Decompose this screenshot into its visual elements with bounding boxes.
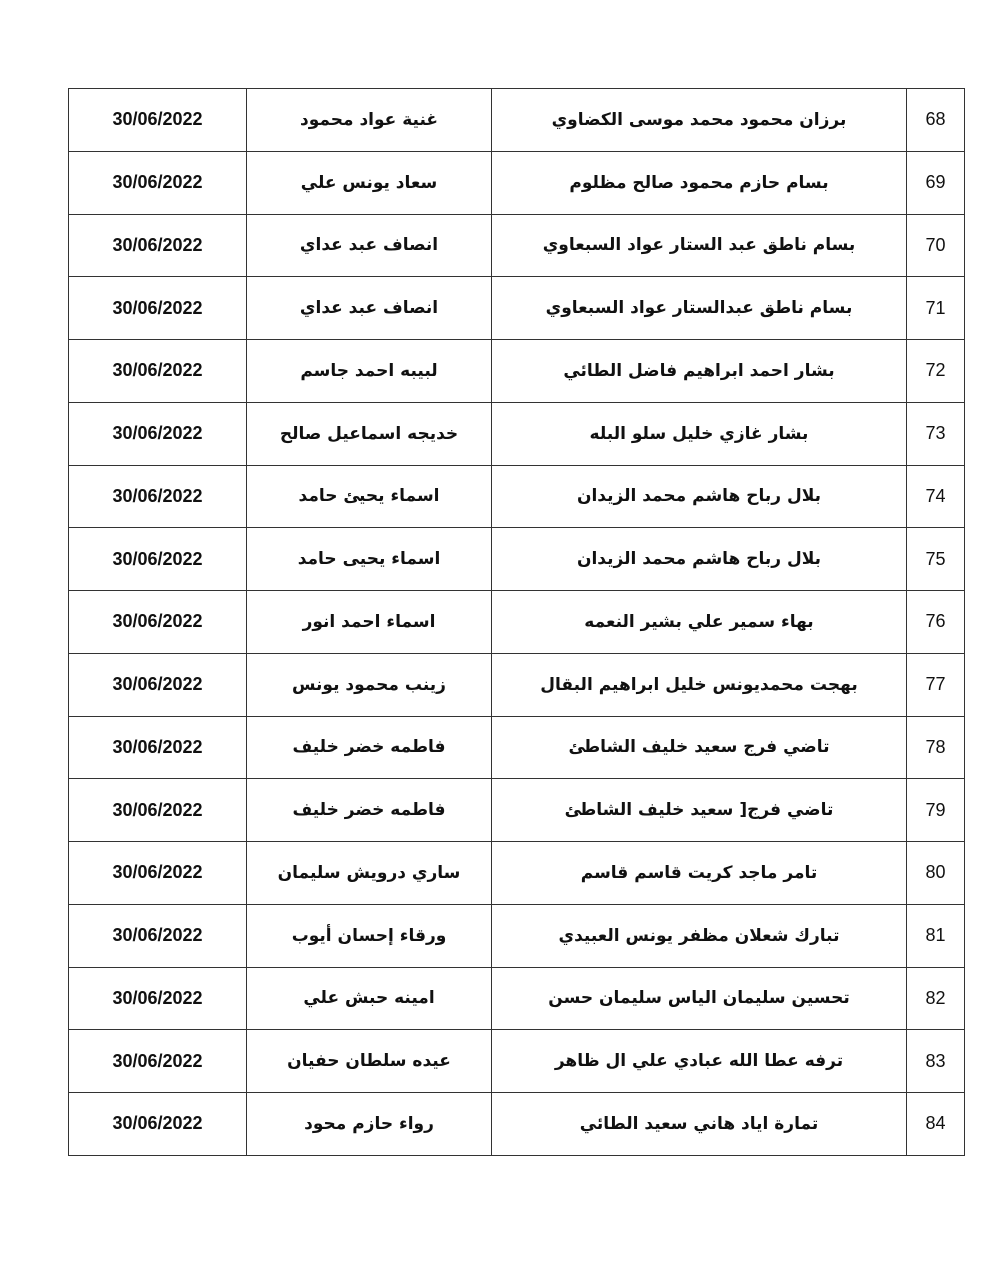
table-row: 30/06/2022 اسماء يحيى حامد بلال رباح هاشم … xyxy=(68,527,965,591)
table-row: 30/06/2022 ورقاء إحسان أيوب تبارك شعلان مظ… xyxy=(68,903,965,968)
full-name-cell: تبارك شعلان مظفر يونس العبيدي xyxy=(491,903,907,968)
date-cell: 30/06/2022 xyxy=(68,150,247,215)
full-name-cell: تحسين سليمان الياس سليمان حسن xyxy=(491,966,907,1031)
full-name-cell: برزان محمود محمد موسى الكضاوي xyxy=(491,88,907,152)
date-cell: 30/06/2022 xyxy=(68,88,247,152)
row-number-cell: 76 xyxy=(906,590,965,654)
mother-name-cell: غنية عواد محمود xyxy=(246,88,492,152)
mother-name-cell: اسماء يحيئ حامد xyxy=(246,464,492,529)
mother-name-cell: زينب محمود يونس xyxy=(246,652,492,717)
table-row: 30/06/2022 فاطمه خضر خليف تاضي فرج[ سعيد خ… xyxy=(68,778,965,842)
date-cell: 30/06/2022 xyxy=(68,401,247,466)
date-cell: 30/06/2022 xyxy=(68,213,247,278)
table-row: 30/06/2022 امينه حبش علي تحسين سليمان اليا… xyxy=(68,966,965,1031)
row-number-cell: 81 xyxy=(906,903,965,968)
table-row: 30/06/2022 خديجه اسماعيل صالح بشار غازي خل… xyxy=(68,401,965,466)
full-name-cell: تمارة اياد هاني سعيد الطائي xyxy=(491,1092,907,1156)
date-cell: 30/06/2022 xyxy=(68,1029,247,1093)
date-cell: 30/06/2022 xyxy=(68,339,247,403)
full-name-cell: تاضي فرج[ سعيد خليف الشاطئ xyxy=(491,778,907,842)
mother-name-cell: انصاف عبد عداي xyxy=(246,213,492,278)
table-row: 30/06/2022 اسماء احمد انور بهاء سمير علي ب… xyxy=(68,590,965,654)
full-name-cell: تامر ماجد كريت قاسم قاسم xyxy=(491,841,907,905)
date-cell: 30/06/2022 xyxy=(68,1092,247,1156)
full-name-cell: ترفه عطا الله عبادي علي ال ظاهر xyxy=(491,1029,907,1093)
table-row: 30/06/2022 ساري درويش سليمان تامر ماجد كري… xyxy=(68,841,965,905)
full-name-cell: بسام حازم محمود صالح مظلوم xyxy=(491,150,907,215)
full-name-cell: بسام ناطق عبد الستار عواد السبعاوي xyxy=(491,213,907,278)
full-name-cell: بشار احمد ابراهيم فاضل الطائي xyxy=(491,339,907,403)
mother-name-cell: خديجه اسماعيل صالح xyxy=(246,401,492,466)
full-name-cell: بشار غازي خليل سلو البله xyxy=(491,401,907,466)
row-number-cell: 84 xyxy=(906,1092,965,1156)
date-cell: 30/06/2022 xyxy=(68,527,247,591)
mother-name-cell: فاطمه خضر خليف xyxy=(246,715,492,780)
table-row: 30/06/2022 زينب محمود يونس بهجت محمديونس خ… xyxy=(68,652,965,717)
table-row: 30/06/2022 انصاف عبد عداي بسام ناطق عبد ال… xyxy=(68,213,965,278)
mother-name-cell: امينه حبش علي xyxy=(246,966,492,1031)
mother-name-cell: اسماء يحيى حامد xyxy=(246,527,492,591)
row-number-cell: 70 xyxy=(906,213,965,278)
full-name-cell: بسام ناطق عبدالستار عواد السبعاوي xyxy=(491,276,907,340)
row-number-cell: 68 xyxy=(906,88,965,152)
mother-name-cell: لبيبه احمد جاسم xyxy=(246,339,492,403)
records-table: 30/06/2022 غنية عواد محمود برزان محمود محم… xyxy=(68,88,965,1156)
row-number-cell: 73 xyxy=(906,401,965,466)
mother-name-cell: انصاف عبد عداي xyxy=(246,276,492,340)
row-number-cell: 79 xyxy=(906,778,965,842)
date-cell: 30/06/2022 xyxy=(68,903,247,968)
table-row: 30/06/2022 اسماء يحيئ حامد بلال رباح هاشم … xyxy=(68,464,965,529)
full-name-cell: بهاء سمير علي بشير النعمه xyxy=(491,590,907,654)
mother-name-cell: عيده سلطان حفيان xyxy=(246,1029,492,1093)
date-cell: 30/06/2022 xyxy=(68,966,247,1031)
full-name-cell: بهجت محمديونس خليل ابراهيم البقال xyxy=(491,652,907,717)
date-cell: 30/06/2022 xyxy=(68,276,247,340)
row-number-cell: 77 xyxy=(906,652,965,717)
row-number-cell: 80 xyxy=(906,841,965,905)
date-cell: 30/06/2022 xyxy=(68,841,247,905)
mother-name-cell: اسماء احمد انور xyxy=(246,590,492,654)
date-cell: 30/06/2022 xyxy=(68,652,247,717)
row-number-cell: 69 xyxy=(906,150,965,215)
date-cell: 30/06/2022 xyxy=(68,464,247,529)
table-row: 30/06/2022 غنية عواد محمود برزان محمود محم… xyxy=(68,88,965,152)
date-cell: 30/06/2022 xyxy=(68,715,247,780)
date-cell: 30/06/2022 xyxy=(68,778,247,842)
table-row: 30/06/2022 رواء حازم محود تمارة اياد هاني … xyxy=(68,1092,965,1156)
mother-name-cell: ساري درويش سليمان xyxy=(246,841,492,905)
full-name-cell: تاضي فرج سعيد خليف الشاطئ xyxy=(491,715,907,780)
mother-name-cell: رواء حازم محود xyxy=(246,1092,492,1156)
table-row: 30/06/2022 سعاد يونس علي بسام حازم محمود ص… xyxy=(68,150,965,215)
row-number-cell: 72 xyxy=(906,339,965,403)
mother-name-cell: ورقاء إحسان أيوب xyxy=(246,903,492,968)
row-number-cell: 74 xyxy=(906,464,965,529)
row-number-cell: 82 xyxy=(906,966,965,1031)
row-number-cell: 71 xyxy=(906,276,965,340)
mother-name-cell: سعاد يونس علي xyxy=(246,150,492,215)
table-row: 30/06/2022 انصاف عبد عداي بسام ناطق عبدالس… xyxy=(68,276,965,340)
row-number-cell: 78 xyxy=(906,715,965,780)
table-row: 30/06/2022 لبيبه احمد جاسم بشار احمد ابراه… xyxy=(68,339,965,403)
row-number-cell: 75 xyxy=(906,527,965,591)
full-name-cell: بلال رباح هاشم محمد الزيدان xyxy=(491,464,907,529)
row-number-cell: 83 xyxy=(906,1029,965,1093)
date-cell: 30/06/2022 xyxy=(68,590,247,654)
full-name-cell: بلال رباح هاشم محمد الزيدان xyxy=(491,527,907,591)
mother-name-cell: فاطمه خضر خليف xyxy=(246,778,492,842)
records-table-body: 30/06/2022 غنية عواد محمود برزان محمود محم… xyxy=(68,88,965,1156)
table-row: 30/06/2022 عيده سلطان حفيان ترفه عطا الله … xyxy=(68,1029,965,1093)
table-row: 30/06/2022 فاطمه خضر خليف تاضي فرج سعيد خل… xyxy=(68,715,965,780)
